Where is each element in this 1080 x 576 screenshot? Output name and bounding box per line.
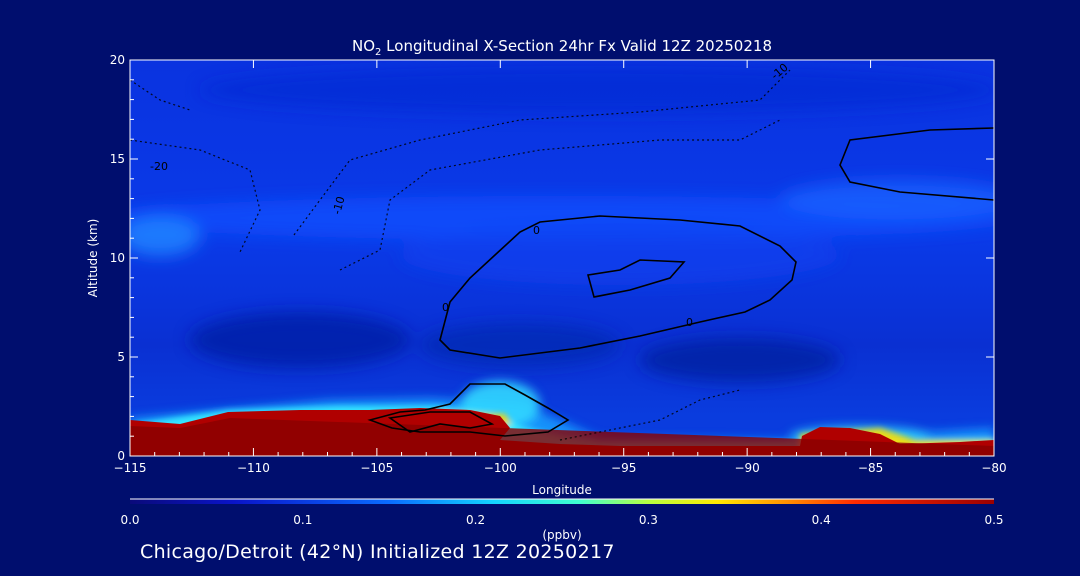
surface-red-layer	[130, 408, 994, 456]
colorbar-tick-label: 0.1	[293, 513, 312, 527]
contour-low-inner	[387, 411, 495, 433]
y-tick-label: 10	[110, 251, 125, 265]
contour-label: 0	[442, 301, 449, 314]
x-tick-label: −95	[611, 461, 636, 475]
contour-label: 0	[686, 316, 693, 329]
x-tick-label: −80	[981, 461, 1006, 475]
x-tick-label: −115	[114, 461, 147, 475]
x-tick-label: −105	[360, 461, 393, 475]
title-subscript: 2	[375, 47, 381, 58]
chart-title: NO2 Longitudinal X-Section 24hr Fx Valid…	[352, 37, 772, 58]
y-tick-label: 20	[110, 53, 125, 67]
contour-lines-dotted	[130, 69, 791, 441]
contour-upper-right	[839, 127, 994, 201]
x-axis: −115 −110 −105 −100 −95 −90 −85 −80	[114, 60, 1007, 475]
plot-field: -10 -20 -10 0 0 0	[130, 60, 994, 456]
colorbar-ticks: 0.0 0.1 0.2 0.3 0.4 0.5	[120, 513, 1003, 527]
title-prefix: NO	[352, 37, 375, 55]
colorbar-tick-label: 0.5	[984, 513, 1003, 527]
colorbar-tick-label: 0.0	[120, 513, 139, 527]
y-tick-label: 0	[117, 449, 125, 463]
upper-blue-bands	[130, 180, 994, 285]
y-tick-label: 5	[117, 350, 125, 364]
y-tick-label: 15	[110, 152, 125, 166]
contour-lines-solid	[367, 127, 994, 437]
x-tick-label: −110	[237, 461, 270, 475]
contour-low-loop	[367, 383, 570, 437]
contour-inner-loop	[586, 259, 686, 298]
midlevel-dark-pool	[190, 66, 994, 382]
colorbar-tick-label: 0.3	[639, 513, 658, 527]
contour-label: -10	[330, 195, 347, 216]
colorbar-label: (ppbv)	[542, 528, 581, 542]
x-axis-label: Longitude	[532, 483, 592, 497]
footer-caption: Chicago/Detroit (42°N) Initialized 12Z 2…	[140, 541, 615, 563]
colorbar	[130, 499, 994, 504]
y-axis: 0 5 10 15 20	[110, 53, 994, 463]
contour-label: 0	[533, 224, 540, 237]
y-axis-label: Altitude (km)	[86, 219, 100, 298]
title-suffix: Longitudinal X-Section 24hr Fx Valid 12Z…	[381, 37, 772, 55]
x-tick-label: −85	[858, 461, 883, 475]
colorbar-tick-label: 0.2	[466, 513, 485, 527]
colorbar-tick-label: 0.4	[812, 513, 831, 527]
x-tick-label: −90	[734, 461, 759, 475]
contour-label: -20	[150, 160, 168, 173]
x-tick-label: −100	[484, 461, 517, 475]
contour-mid-loop	[439, 215, 797, 359]
